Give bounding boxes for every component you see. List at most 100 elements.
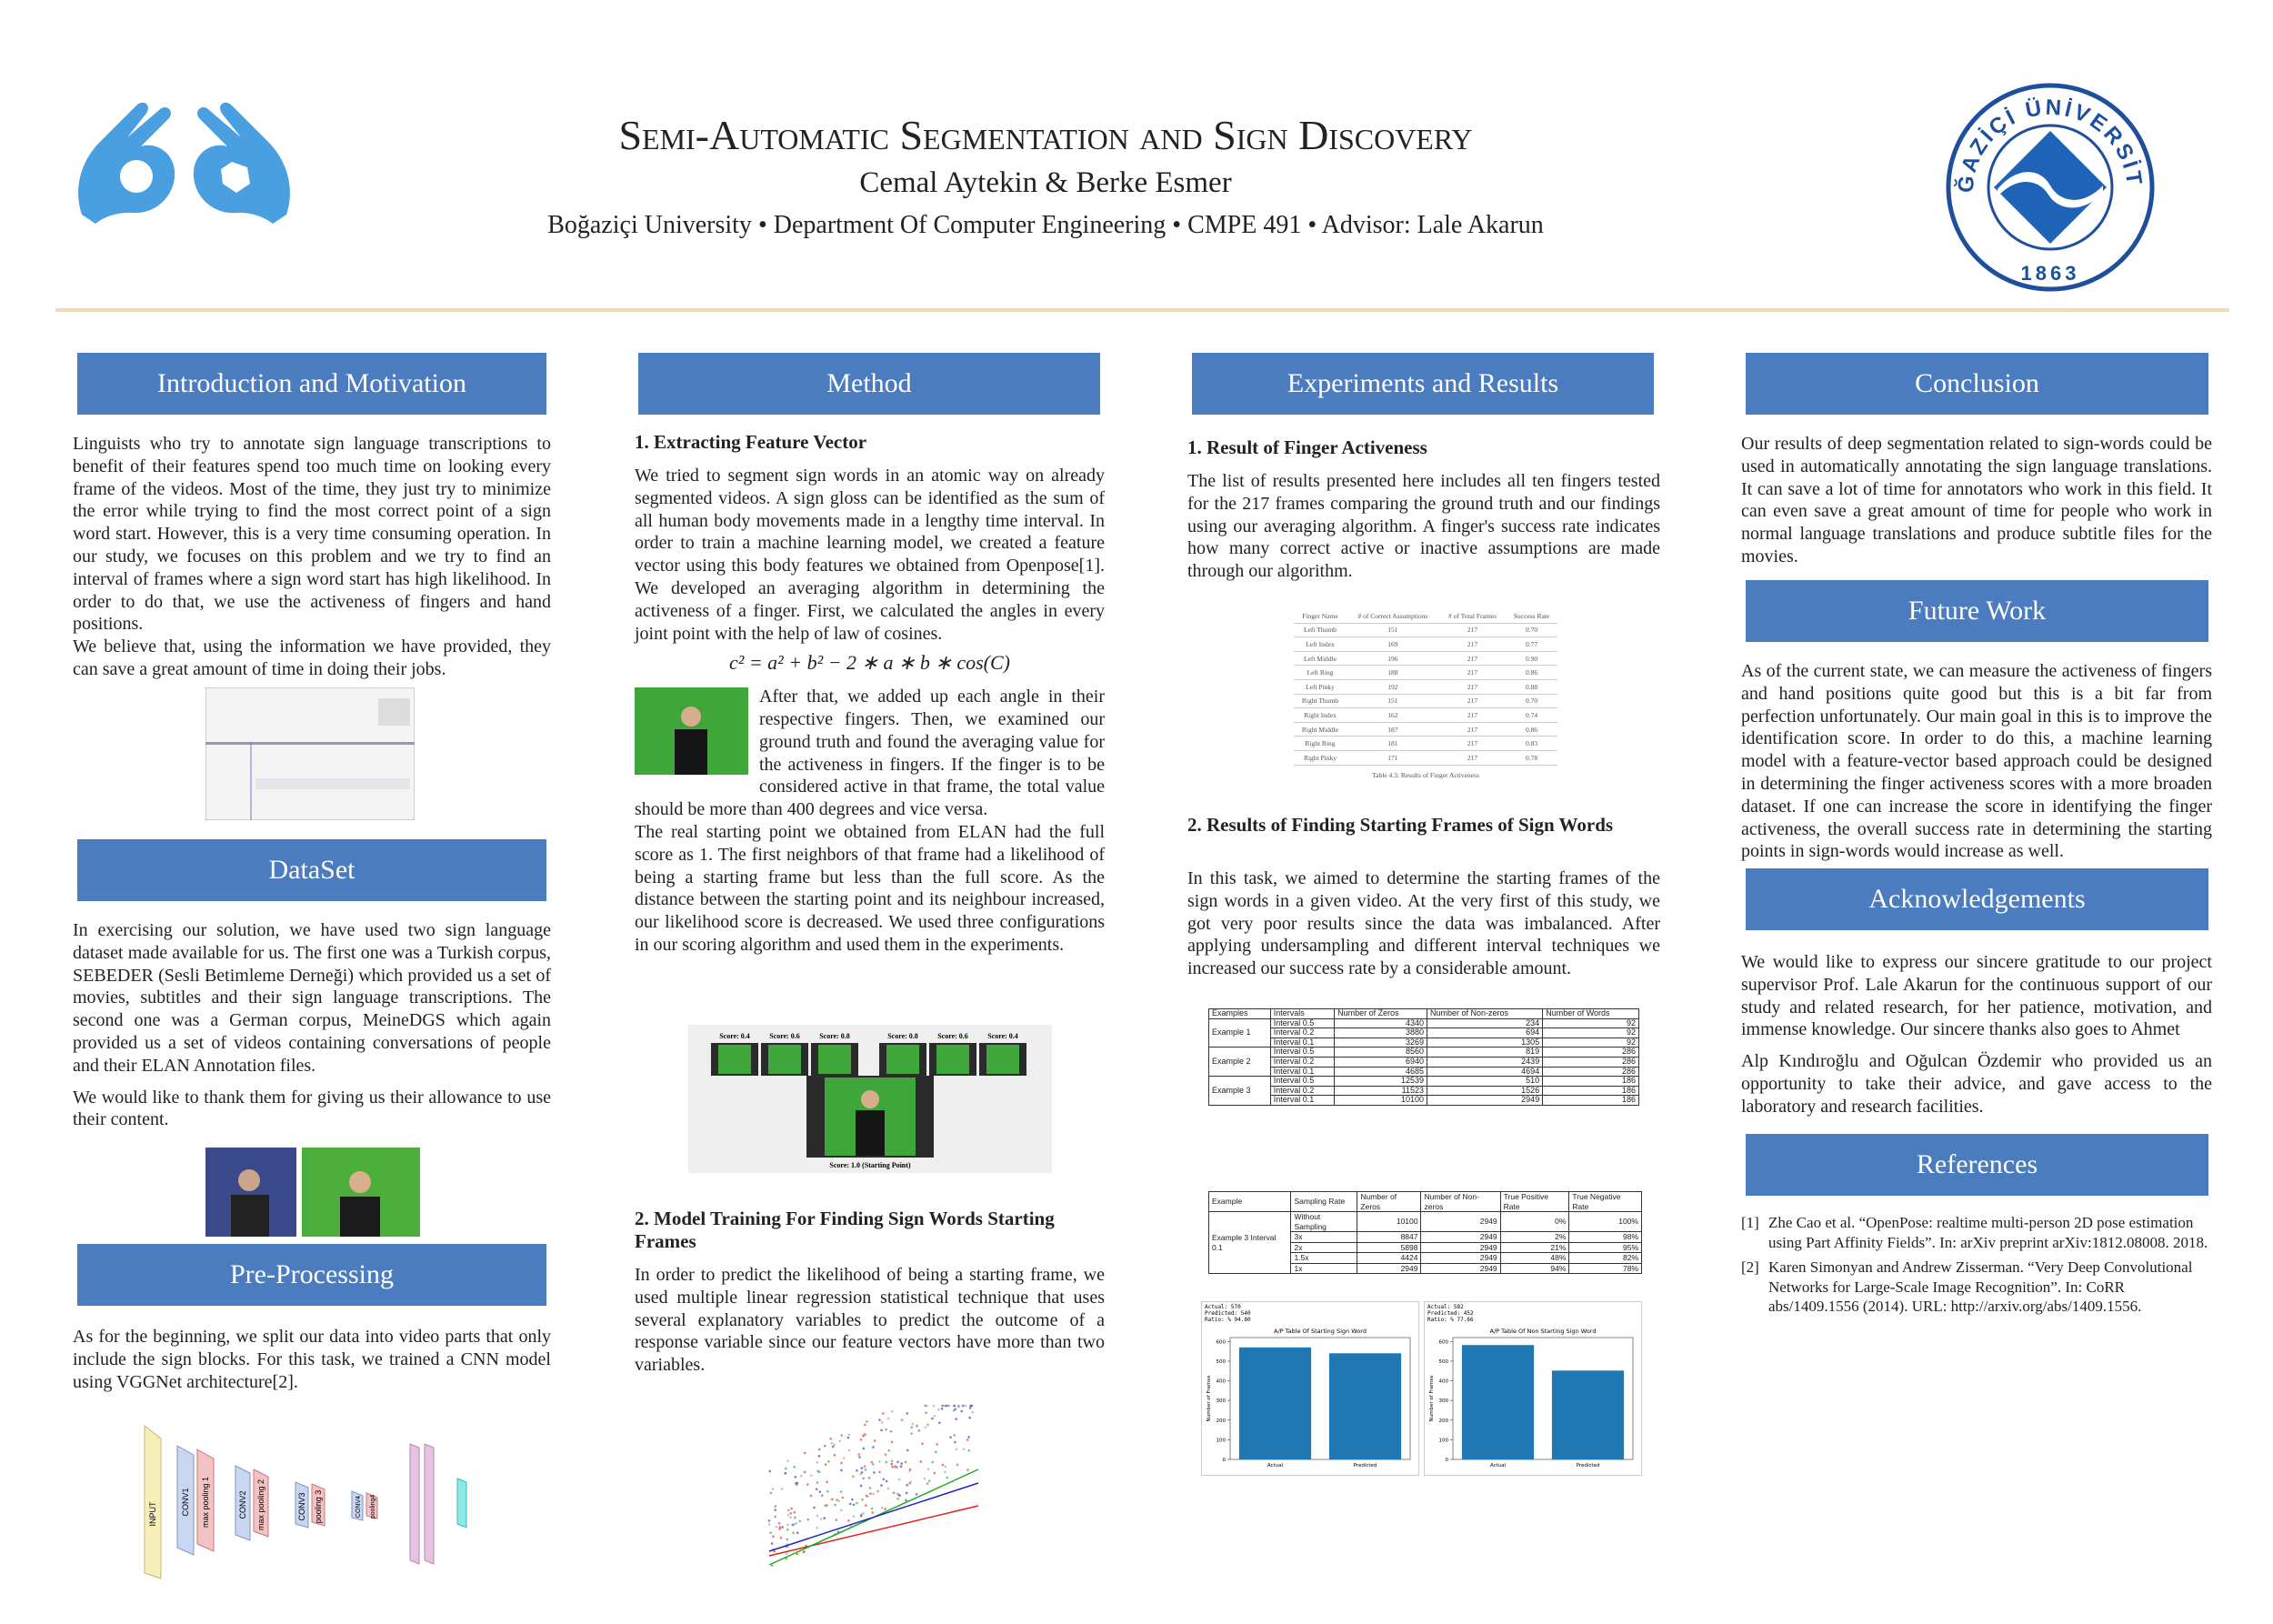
score-figure: Score: 0.4 Score: 0.6 Score: 0.8 Score: 0.8… — [688, 1025, 1052, 1173]
y-tick-label: 400 — [1439, 1379, 1449, 1385]
scatter-dot — [896, 1460, 899, 1464]
title: Semi-Automatic Segmentation and Sign Dis… — [618, 112, 1473, 158]
scatter-dot — [796, 1483, 798, 1487]
table-row: Interval 0.2 11523 1526 186 — [1209, 1085, 1639, 1097]
experiments-text: 1. Result of Finger Activeness The list … — [1187, 436, 1660, 583]
table-cell: 192 — [1346, 679, 1439, 695]
scatter-dot — [900, 1462, 904, 1465]
scatter-dot — [899, 1465, 903, 1469]
table: Finger Name # of Correct Assumptions # of … — [1294, 609, 1557, 766]
scatter-dot — [815, 1488, 818, 1491]
scatter-dot — [882, 1412, 885, 1415]
table-cell: 2949 — [1420, 1252, 1501, 1264]
frame-green — [818, 1045, 851, 1074]
table-cell: 0.88 — [1506, 679, 1557, 695]
layer-label: max pooling 2 — [256, 1479, 265, 1530]
table-cell: 217 — [1438, 707, 1507, 723]
y-tick-label: 200 — [1217, 1418, 1227, 1424]
signer — [681, 707, 701, 727]
scatter-dot — [769, 1491, 773, 1495]
table-cell: 0.77 — [1506, 637, 1557, 652]
cnn-diagram: INPUT CONV1 max pooling 1 CONV2 max pool… — [144, 1424, 467, 1579]
table-row: Left Index 169 217 0.77 — [1294, 637, 1557, 652]
paragraph: As for the beginning, we split our data … — [73, 1327, 551, 1392]
scatter-dot — [816, 1481, 819, 1484]
signer — [675, 729, 707, 776]
column-header: Finger Name — [1294, 609, 1347, 624]
group-cell: Example 3 Interval 0.1 — [1207, 1211, 1292, 1274]
scatter-dot — [954, 1440, 956, 1444]
scatter-dot — [909, 1480, 912, 1483]
affiliation-item: Boğaziçi University — [547, 211, 752, 239]
paragraph: We would like to thank them for giving u… — [73, 1087, 551, 1130]
scatter-dot — [836, 1499, 838, 1501]
scatter-dot — [873, 1439, 876, 1442]
scatter-dot — [780, 1488, 784, 1490]
future-text: As of the current state, we can measure … — [1741, 660, 2212, 863]
chart-stat: Actual: 570 — [1205, 1304, 1241, 1310]
table-cell: Interval 0.1 — [1269, 1095, 1336, 1106]
frame-green — [886, 1045, 919, 1074]
scatter-dot — [968, 1416, 971, 1419]
scatter-dot — [971, 1410, 975, 1414]
table-cell: 2% — [1499, 1231, 1570, 1243]
table-row: Example 2 Interval 0.5 8560 819 286 — [1208, 1047, 1639, 1078]
table-cell: 1.5x — [1290, 1252, 1358, 1264]
table-cell: Left Pinky — [1294, 679, 1347, 695]
interval-table-box: Examples Intervals Number of Zeros Number o… — [1208, 1008, 1639, 1106]
table-cell: 6940 — [1334, 1056, 1428, 1068]
experiments-text-2: 2. Results of Finding Starting Frames of… — [1187, 814, 1660, 980]
scatter-dot — [792, 1531, 795, 1535]
table-row: Right Middle 187 217 0.86 — [1294, 722, 1557, 737]
table-cell: Left Index — [1294, 637, 1347, 652]
scatter-dot — [905, 1499, 907, 1502]
table-cell: Right Middle — [1294, 722, 1347, 737]
scatter-dot — [870, 1507, 874, 1510]
scatter-dot — [775, 1525, 778, 1529]
scatter-dot — [834, 1503, 836, 1507]
scatter-dot — [885, 1479, 888, 1483]
scatter-dot — [915, 1493, 918, 1496]
scatter-dot — [826, 1504, 828, 1507]
scatter-dot — [946, 1476, 949, 1479]
scatter-dot — [957, 1404, 960, 1408]
paragraph: The real starting point we obtained from… — [635, 821, 1105, 955]
scatter-dot — [960, 1409, 963, 1413]
table-cell: 217 — [1438, 651, 1507, 667]
y-tick-label: 100 — [1217, 1438, 1227, 1443]
layer — [295, 1481, 309, 1529]
scatter-dot — [906, 1483, 908, 1487]
scatter-dot — [786, 1523, 789, 1527]
finger-ring — [221, 162, 250, 193]
column-header: True Positive Rate — [1499, 1191, 1570, 1212]
scatter-dot — [803, 1451, 806, 1455]
sign-language-icon — [78, 102, 290, 224]
scatter-dot — [887, 1449, 891, 1452]
section-heading: Acknowledgements — [1746, 868, 2208, 930]
header-row: Example Sampling Rate Number of Zeros Numbe… — [1207, 1191, 1642, 1212]
layer — [424, 1443, 435, 1565]
table-cell: 5898 — [1357, 1241, 1422, 1253]
scatter-dot — [847, 1449, 851, 1452]
table-cell: 2949 — [1420, 1231, 1501, 1243]
table-cell: 819 — [1427, 1047, 1544, 1058]
table-row: 1x 2949 2949 94% 78% — [1209, 1262, 1642, 1274]
subheading: 1. Result of Finger Activeness — [1187, 436, 1427, 458]
method-text: 1. Extracting Feature Vector We tried to… — [635, 431, 1105, 957]
authors: Cemal Aytekin & Berke Esmer — [859, 166, 1232, 199]
table-cell: 2949 — [1420, 1262, 1501, 1274]
y-tick-label: 500 — [1439, 1359, 1449, 1365]
scatter-dot — [941, 1404, 944, 1408]
table-cell: Right Index — [1294, 707, 1347, 723]
scatter-dot — [886, 1487, 890, 1490]
signer — [861, 1090, 879, 1108]
table-cell: 82% — [1568, 1252, 1642, 1264]
y-tick-label: 200 — [1439, 1418, 1449, 1424]
table-cell: 2949 — [1420, 1211, 1501, 1232]
feature-image — [635, 687, 748, 776]
layer-label: pooling4 — [370, 1495, 376, 1519]
y-tick-label: 0 — [1446, 1458, 1449, 1463]
table-row: Interval 0.2 3880 694 92 — [1209, 1028, 1639, 1038]
affiliation-item: Department Of Computer Engineering — [773, 211, 1167, 239]
